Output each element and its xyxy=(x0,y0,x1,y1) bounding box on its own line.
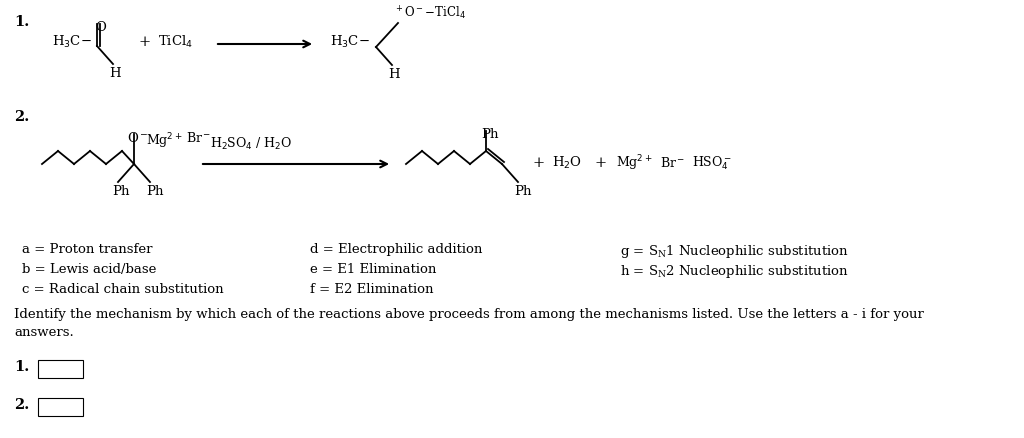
Text: c = Radical chain substitution: c = Radical chain substitution xyxy=(22,283,223,295)
Text: TiCl$_4$: TiCl$_4$ xyxy=(158,34,193,50)
Text: h = S$_{\mathregular{N}}$2 Nucleophilic substitution: h = S$_{\mathregular{N}}$2 Nucleophilic … xyxy=(620,262,849,279)
Text: +: + xyxy=(138,35,151,49)
Text: H$_2$SO$_4$ / H$_2$O: H$_2$SO$_4$ / H$_2$O xyxy=(210,136,293,152)
Text: g = S$_{\mathregular{N}}$1 Nucleophilic substitution: g = S$_{\mathregular{N}}$1 Nucleophilic … xyxy=(620,243,849,259)
Text: H: H xyxy=(109,67,121,80)
Text: Br$^-$: Br$^-$ xyxy=(660,155,685,170)
Text: H$_3$C$-$: H$_3$C$-$ xyxy=(330,34,370,50)
Text: Mg$^{2+}$: Mg$^{2+}$ xyxy=(146,131,182,150)
Text: b = Lewis acid/base: b = Lewis acid/base xyxy=(22,262,157,276)
Text: a = Proton transfer: a = Proton transfer xyxy=(22,243,153,255)
Text: 1.: 1. xyxy=(14,15,30,29)
Text: 1.: 1. xyxy=(14,359,30,373)
Text: 2.: 2. xyxy=(14,397,30,411)
Text: O$^-$: O$^-$ xyxy=(127,131,148,145)
Text: +: + xyxy=(595,155,607,170)
Text: d = Electrophilic addition: d = Electrophilic addition xyxy=(310,243,482,255)
Text: HSO$_4^-$: HSO$_4^-$ xyxy=(692,154,732,171)
Text: O: O xyxy=(95,21,105,34)
Text: Ph: Ph xyxy=(514,184,531,198)
Text: +: + xyxy=(532,155,544,170)
Text: Identify the mechanism by which each of the reactions above proceeds from among : Identify the mechanism by which each of … xyxy=(14,307,924,338)
Text: H$_3$C$-$: H$_3$C$-$ xyxy=(52,34,92,50)
Text: Ph: Ph xyxy=(481,128,499,141)
Bar xyxy=(38,360,83,378)
Text: H$_2$O: H$_2$O xyxy=(552,155,582,171)
Text: Br$^-$: Br$^-$ xyxy=(186,131,211,145)
Text: $^+$O$^-$$-$TiCl$_4$: $^+$O$^-$$-$TiCl$_4$ xyxy=(394,4,466,22)
Text: Ph: Ph xyxy=(112,184,129,198)
Text: Mg$^{2+}$: Mg$^{2+}$ xyxy=(616,153,652,173)
Text: e = E1 Elimination: e = E1 Elimination xyxy=(310,262,436,276)
Bar xyxy=(38,398,83,416)
Text: H: H xyxy=(388,68,399,81)
Text: f = E2 Elimination: f = E2 Elimination xyxy=(310,283,433,295)
Text: 2.: 2. xyxy=(14,110,30,124)
Text: Ph: Ph xyxy=(146,184,164,198)
